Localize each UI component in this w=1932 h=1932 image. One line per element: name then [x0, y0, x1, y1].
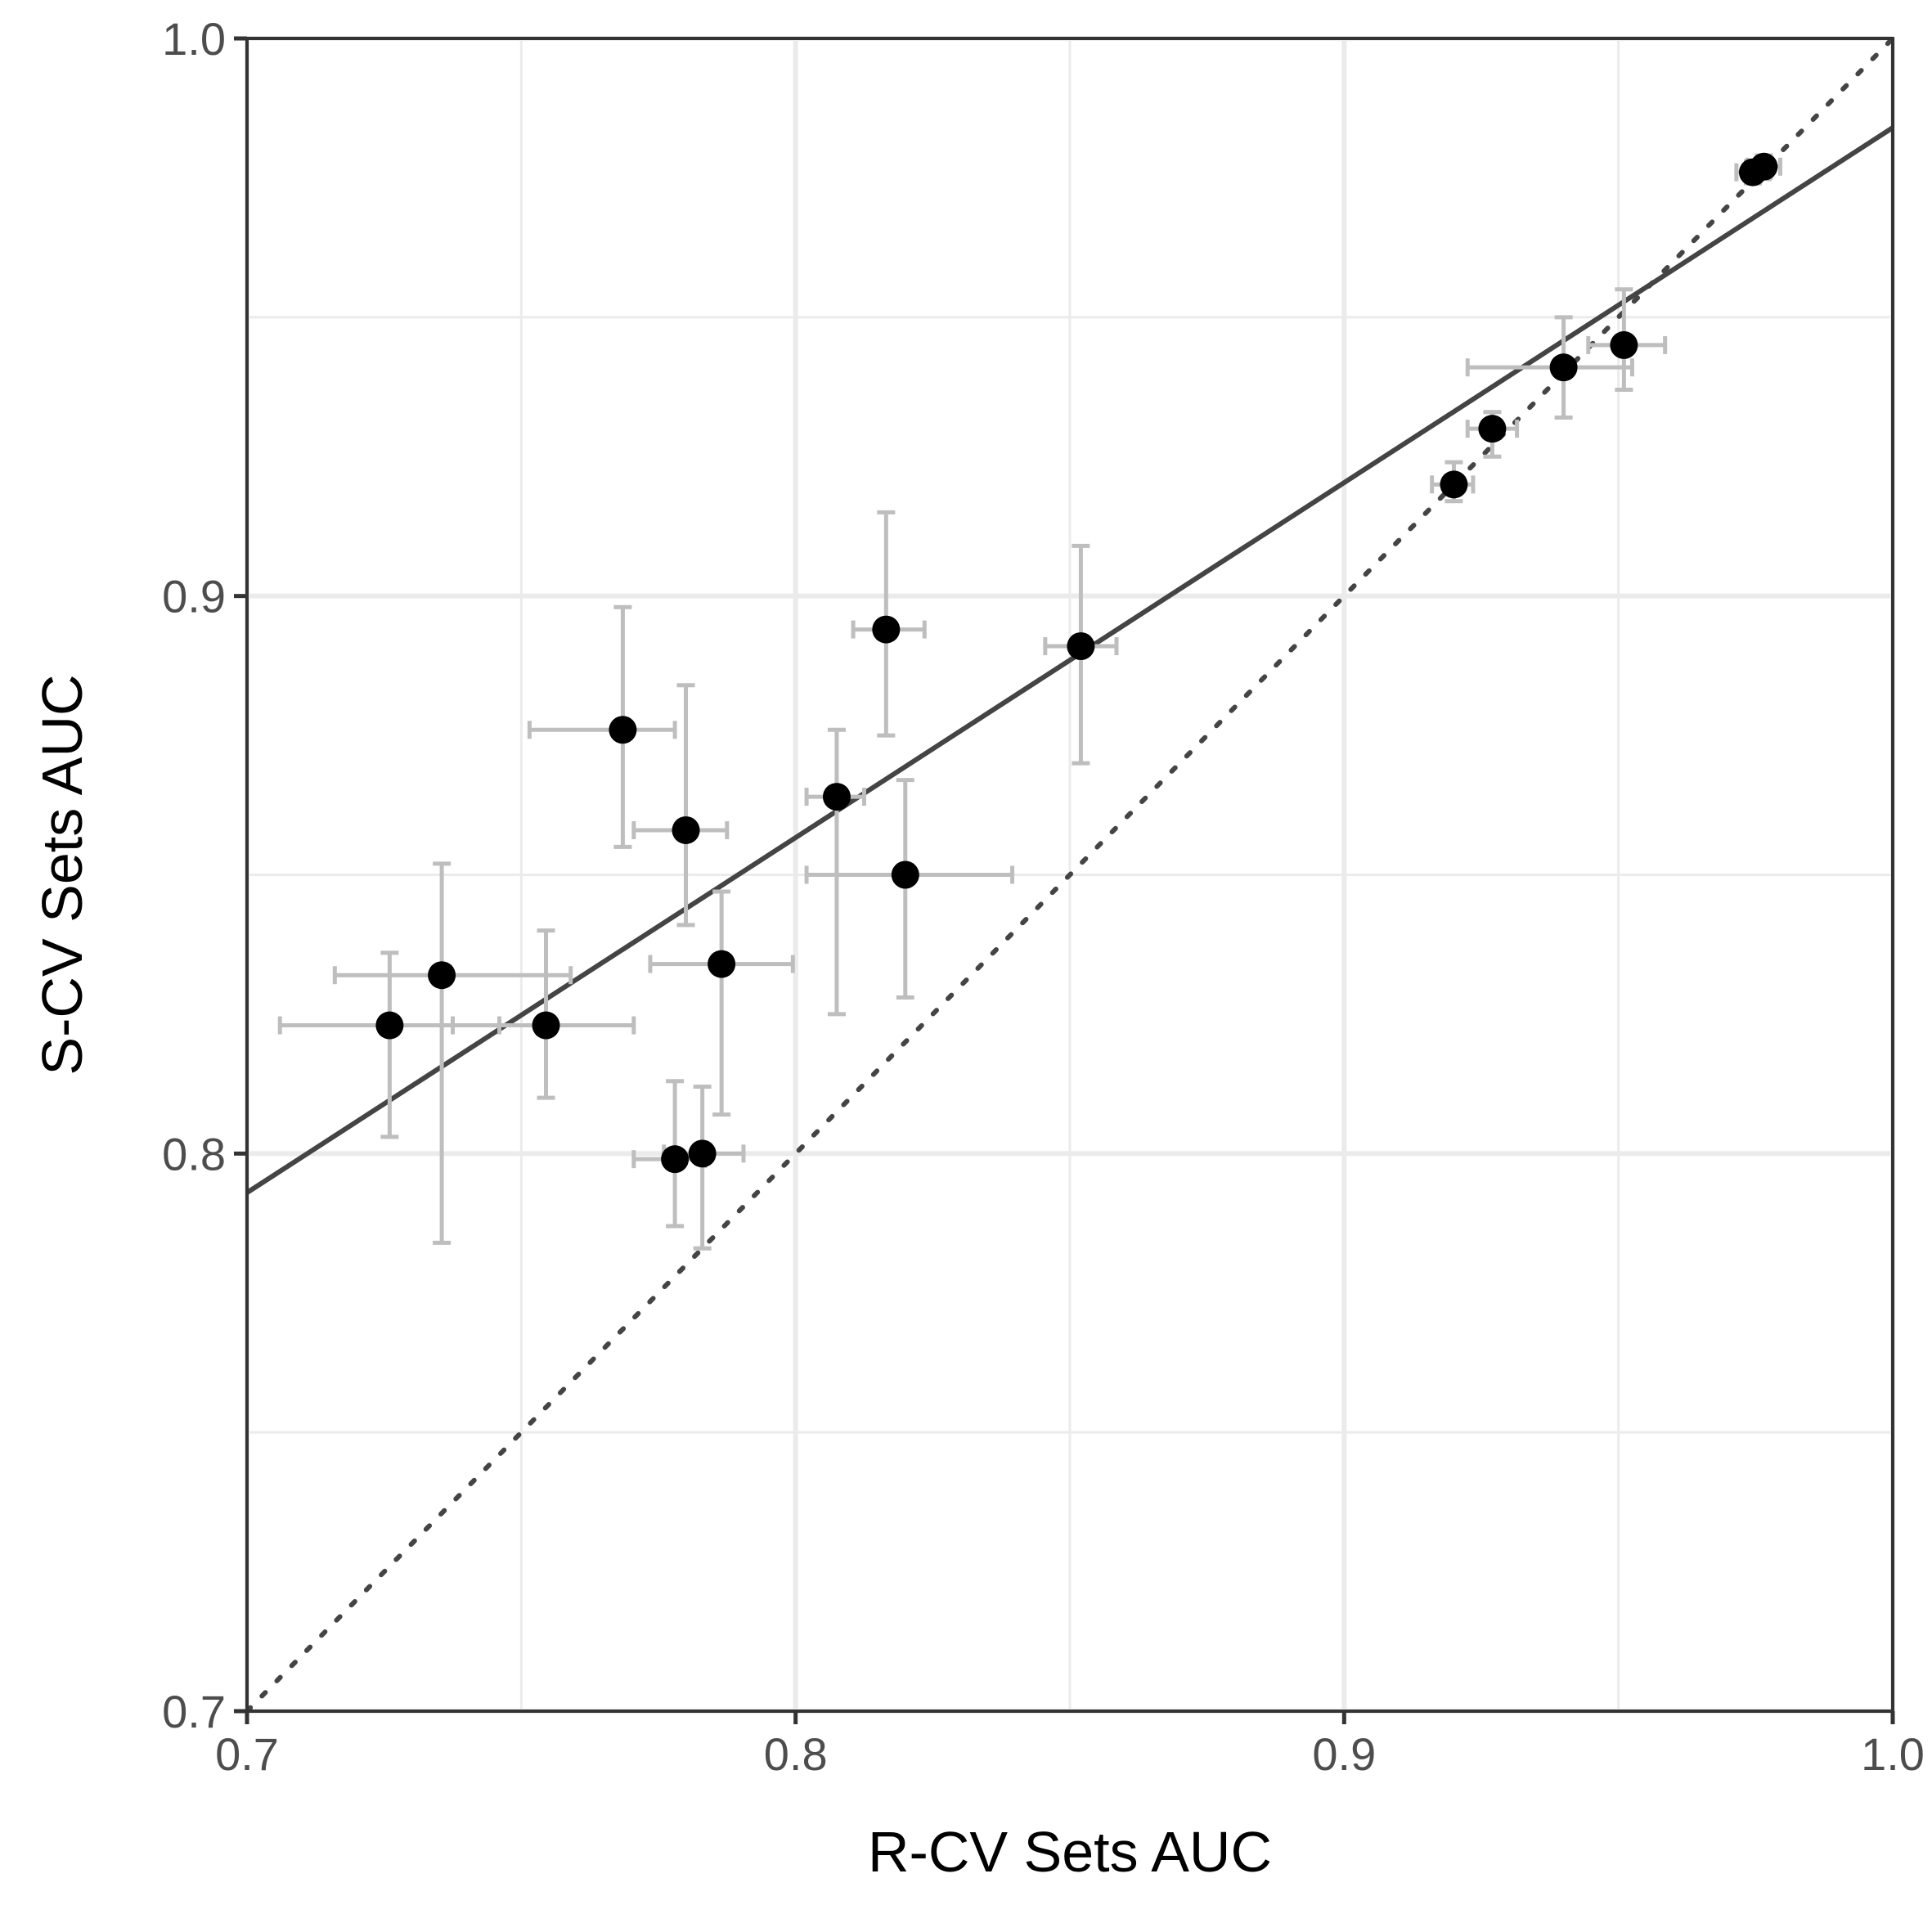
y-axis-title: S-CV Sets AUC — [30, 674, 94, 1075]
data-point-13 — [1440, 470, 1468, 499]
data-point-14 — [1478, 415, 1507, 443]
x-tick-label: 1.0 — [1861, 1728, 1925, 1780]
data-points — [375, 152, 1778, 1174]
x-axis-title: R-CV Sets AUC — [868, 1820, 1272, 1884]
data-point-1 — [375, 1011, 404, 1040]
y-axis-ticks: 0.7 0.8 0.9 1.0 — [162, 13, 247, 1737]
data-point-11 — [891, 860, 919, 889]
data-point-5 — [672, 815, 700, 844]
error-bars — [277, 153, 1783, 1251]
data-point-10 — [872, 615, 901, 644]
panel-border — [245, 37, 1894, 1713]
y-tick-label: 0.8 — [162, 1128, 226, 1179]
data-point-9 — [822, 783, 851, 811]
data-point-8 — [688, 1139, 717, 1168]
data-point-15 — [1549, 353, 1578, 382]
data-point-16 — [1610, 330, 1638, 359]
data-point-18 — [1750, 152, 1778, 181]
x-axis-ticks: 0.7 0.8 0.9 1.0 — [215, 1711, 1925, 1780]
y-tick-label: 1.0 — [162, 13, 226, 65]
data-point-6 — [708, 950, 736, 978]
y-tick-label: 0.9 — [162, 571, 226, 622]
error-bar-4 — [527, 604, 677, 849]
regression-fit-line — [245, 125, 1894, 1195]
y-tick-label: 0.7 — [162, 1686, 226, 1737]
data-point-4 — [609, 716, 637, 744]
fit-line-group — [245, 125, 1894, 1195]
data-point-3 — [532, 1011, 560, 1040]
error-bar-9 — [804, 727, 866, 1017]
identity-reference-line — [245, 36, 1895, 1714]
plot-frame — [245, 37, 1894, 1713]
data-point-7 — [661, 1145, 690, 1174]
identity-reference-line-group — [245, 36, 1895, 1714]
x-tick-label: 0.7 — [215, 1728, 279, 1780]
x-tick-label: 0.9 — [1312, 1728, 1376, 1780]
error-bar-2 — [332, 861, 573, 1245]
data-point-12 — [1067, 632, 1095, 661]
data-point-2 — [428, 961, 456, 990]
x-tick-label: 0.8 — [764, 1728, 828, 1780]
error-bar-1 — [277, 950, 502, 1139]
